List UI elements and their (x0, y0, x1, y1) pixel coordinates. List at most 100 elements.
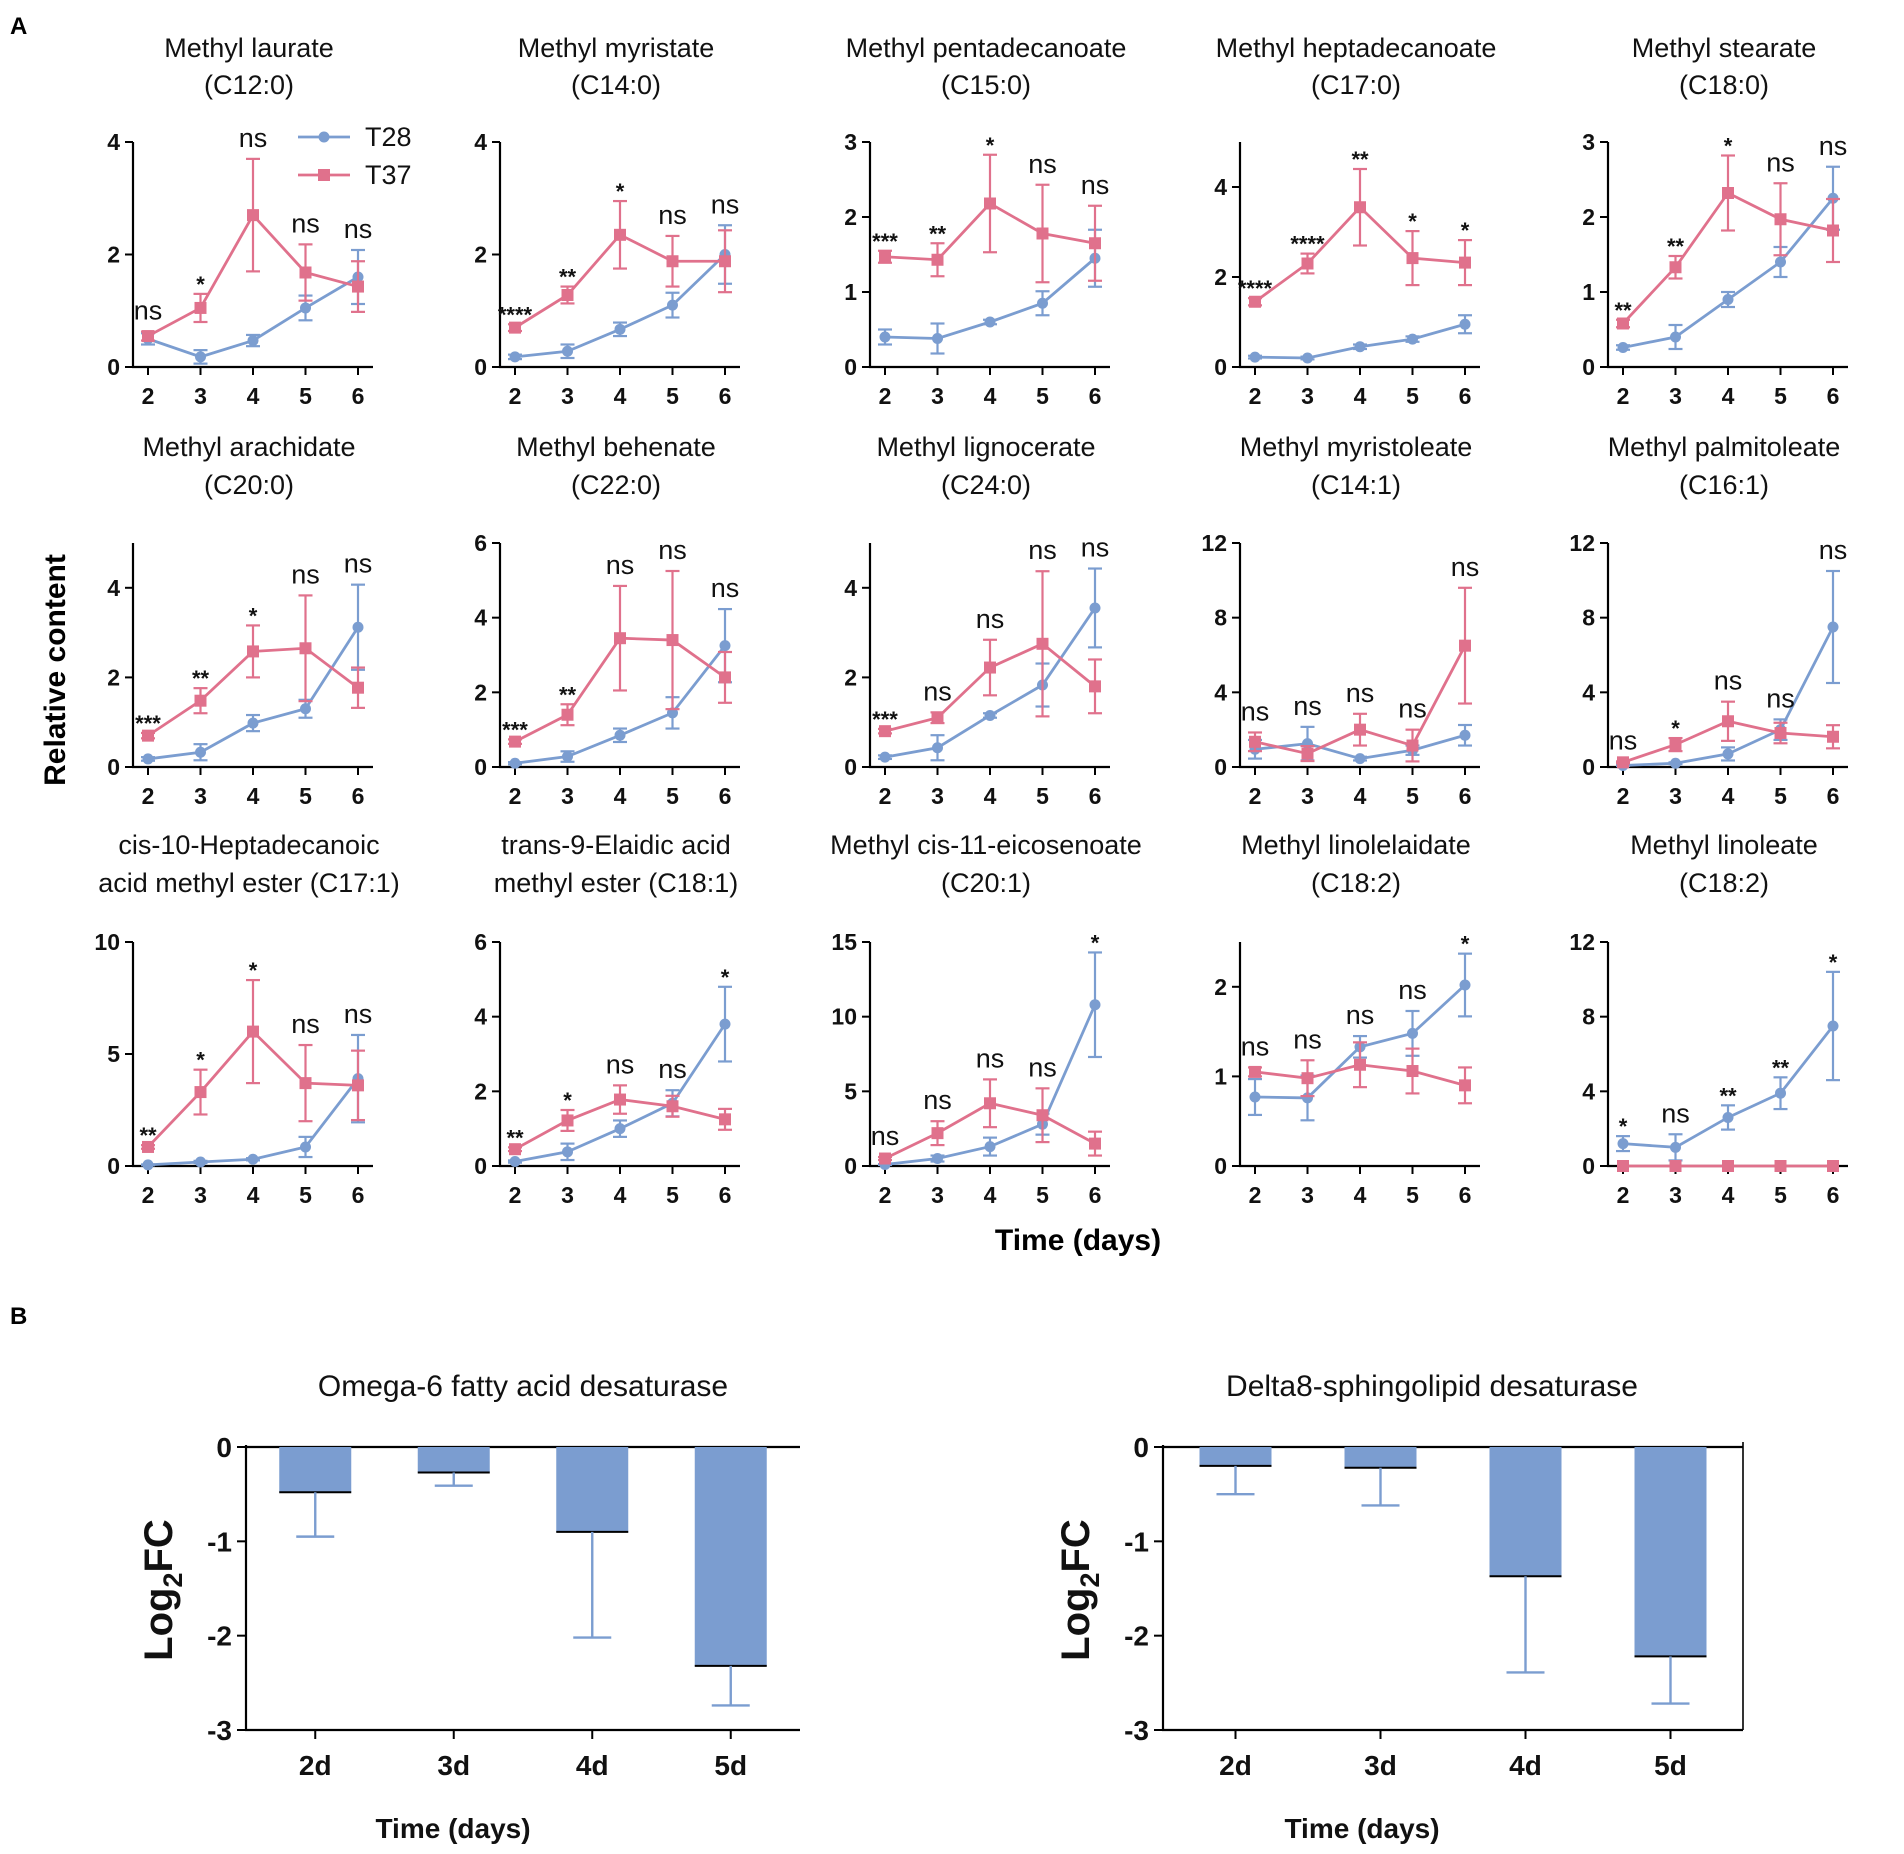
significance-label: ns (1293, 691, 1322, 721)
data-point (1301, 257, 1314, 270)
x-tick-label: 2 (142, 783, 155, 809)
data-point (931, 711, 944, 724)
data-point (614, 1093, 626, 1106)
series-t37 (508, 569, 732, 748)
x-tick-label: 3d (437, 1750, 470, 1781)
y-tick-label: 8 (1582, 1004, 1595, 1030)
x-tick-label: 3d (1364, 1750, 1397, 1781)
significance-label: ns (1346, 678, 1375, 708)
data-point (1407, 1027, 1418, 1039)
data-point (1249, 295, 1261, 308)
data-point (142, 729, 154, 742)
chart-subtitle: methyl ester (C18:1) (494, 868, 739, 898)
data-point (879, 751, 891, 763)
legend-label: T28 (365, 122, 412, 152)
series-line (147, 1077, 360, 1167)
series-t37 (141, 157, 365, 343)
line-chart-12: trans-9-Elaidic acid methyl ester (C18:1)… (474, 830, 740, 1208)
y-tick-label: 12 (1201, 530, 1227, 556)
significance-label: ns (923, 1085, 952, 1115)
data-point (1354, 753, 1366, 765)
x-tick-label: 5 (299, 1182, 312, 1208)
data-point (247, 335, 259, 347)
data-point (195, 1156, 206, 1168)
series-t37 (878, 1078, 1102, 1165)
bar (1489, 1447, 1562, 1577)
bar (1634, 1447, 1707, 1657)
data-point (194, 301, 207, 314)
series-t37 (1248, 1041, 1472, 1105)
series-t37 (508, 1084, 732, 1156)
x-tick-label: 5d (1654, 1750, 1687, 1781)
data-point (1406, 1065, 1419, 1078)
series-t37 (141, 978, 365, 1153)
x-tick-label: 3 (931, 1182, 944, 1208)
x-tick-label: 4 (614, 383, 627, 409)
data-point (932, 742, 943, 754)
data-point (509, 757, 521, 769)
y-axis-title-main: Log (1054, 1588, 1098, 1661)
data-point (1774, 727, 1787, 740)
y-tick-label: 3 (844, 129, 857, 155)
series-t28 (878, 228, 1102, 355)
line-chart-10: Methyl palmitoleate (C16:1) 0 4 8 12 2 3 4 5 6 ns * n… (1569, 432, 1848, 809)
significance-label: ** (1667, 234, 1685, 259)
data-point (984, 1141, 996, 1153)
significance-label: ** (929, 221, 947, 246)
y-tick-label: 1 (1582, 279, 1595, 305)
line-chart-11: cis-10-Heptadecanoic acid methyl ester (C… (94, 830, 399, 1208)
x-axis-title: Time (days) (375, 1813, 530, 1844)
series-t28 (1248, 952, 1472, 1122)
data-point (1249, 1065, 1261, 1078)
data-point (509, 351, 521, 363)
significance-label: * (563, 1088, 572, 1113)
data-point (1406, 739, 1419, 752)
data-point (1669, 1160, 1682, 1172)
x-tick-label: 6 (1827, 783, 1840, 809)
significance-label: * (1461, 932, 1470, 957)
data-point (247, 209, 259, 222)
chart-title: Methyl linolelaidate (1241, 830, 1471, 860)
data-point (195, 351, 206, 363)
x-tick-label: 6 (352, 1182, 365, 1208)
data-point (299, 266, 312, 279)
x-tick-label: 4 (614, 1182, 627, 1208)
significance-label: * (1619, 1114, 1628, 1139)
data-point (1037, 297, 1048, 309)
y-tick-label: -2 (1124, 1621, 1149, 1652)
data-point (247, 645, 259, 658)
data-point (195, 746, 206, 758)
y-tick-label: 5 (107, 1041, 120, 1067)
y-tick-label: 6 (474, 530, 487, 556)
data-point (719, 640, 731, 652)
data-point (1354, 723, 1366, 736)
significance-label: ns (239, 123, 268, 153)
significance-label: ns (291, 208, 320, 238)
x-tick-label: 2 (509, 1182, 522, 1208)
series-t37 (1616, 154, 1840, 330)
y-tick-label: 4 (474, 1004, 487, 1030)
chart-subtitle: (C18:0) (1679, 70, 1769, 100)
y-tick-label: 0 (1133, 1432, 1149, 1463)
y-tick-label: 4 (107, 129, 120, 155)
series-line (514, 253, 726, 359)
data-point (1354, 1058, 1366, 1071)
series-t28 (141, 583, 365, 765)
x-tick-label: 4 (1722, 1182, 1735, 1208)
y-tick-label: 3 (1582, 129, 1595, 155)
y-tick-label: 4 (474, 605, 487, 631)
x-tick-label: 4 (247, 783, 260, 809)
significance-label: * (249, 958, 258, 983)
data-point (1775, 256, 1786, 268)
x-tick-label: 5 (1774, 383, 1787, 409)
significance-label: ns (1766, 147, 1795, 177)
data-point (1617, 1138, 1629, 1150)
data-point (142, 753, 154, 765)
chart-subtitle: (C18:2) (1679, 868, 1769, 898)
data-point (1089, 1137, 1101, 1150)
data-point (614, 632, 626, 645)
x-tick-label: 2 (509, 783, 522, 809)
x-tick-label: 2 (1617, 383, 1630, 409)
data-point (1617, 317, 1629, 330)
